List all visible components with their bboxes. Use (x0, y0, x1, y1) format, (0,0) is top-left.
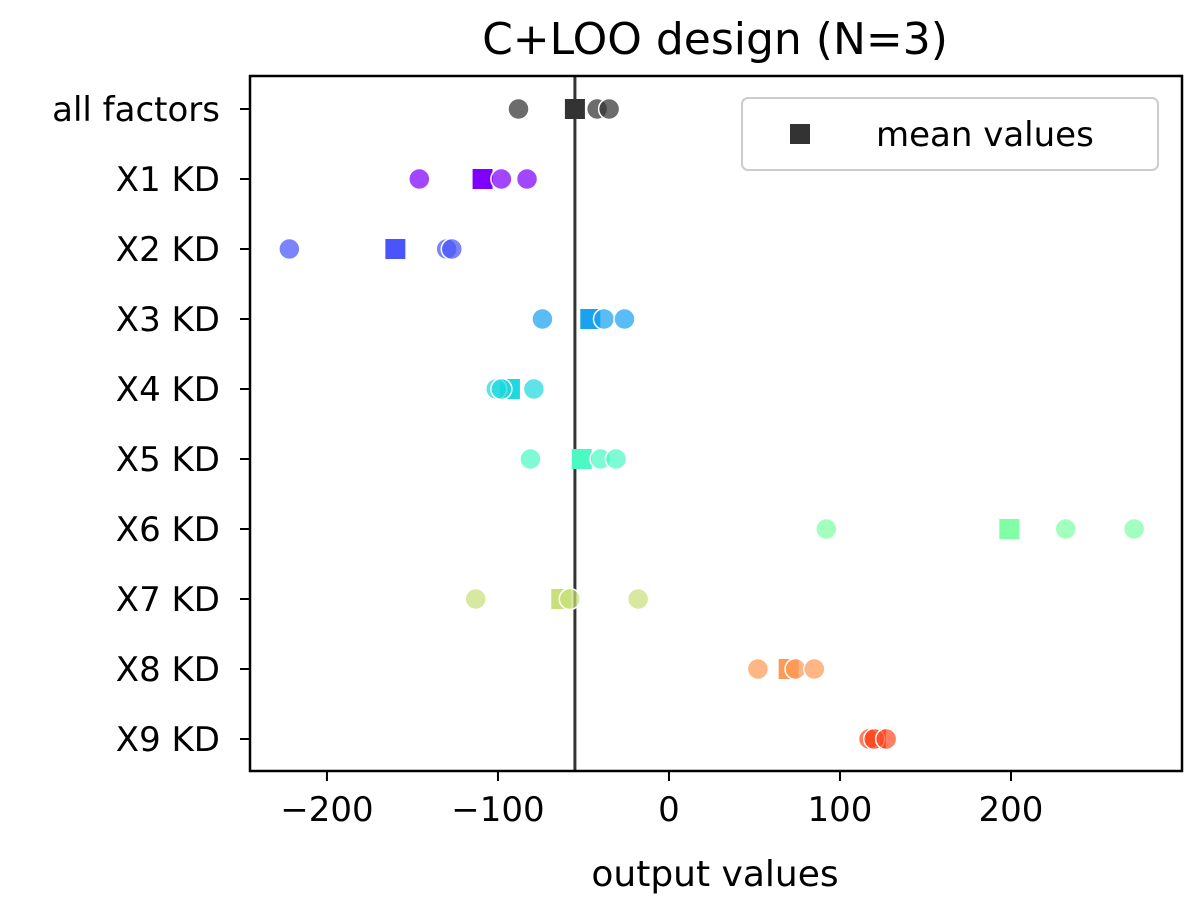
data-point (592, 307, 616, 331)
data-point (1054, 517, 1077, 541)
x-tick-label: 0 (658, 790, 680, 830)
plot-area: −200 −100 0 100 200 all factors X1 KD X2 KD X3 K… (52, 74, 1184, 830)
data-point (613, 307, 636, 331)
x-tick-label: 100 (808, 790, 873, 830)
data-point (408, 167, 431, 191)
y-tick-label: X5 KD (116, 440, 220, 480)
x-tick-label: 200 (979, 790, 1044, 830)
x-tick-label: −200 (280, 790, 373, 830)
legend-marker-mean (790, 124, 810, 144)
data-point (440, 237, 464, 261)
data-point (784, 657, 807, 681)
data-point (531, 307, 554, 331)
y-tick-label: X7 KD (116, 580, 220, 620)
mean-marker (472, 169, 493, 189)
legend-label-mean-values: mean values (876, 115, 1094, 155)
data-point (874, 727, 898, 751)
data-point (278, 237, 301, 261)
y-tick-label: all factors (52, 90, 220, 130)
data-point (519, 447, 542, 471)
data-point (522, 377, 546, 401)
y-tick-label: X6 KD (116, 510, 220, 550)
data-point (464, 587, 487, 611)
x-axis-label: output values (591, 854, 838, 895)
data-point (803, 657, 826, 681)
y-tick-label: X8 KD (116, 650, 220, 690)
data-point (1122, 517, 1146, 541)
x-tick-label: −100 (451, 790, 544, 830)
axes-frame (248, 74, 1184, 773)
mean-marker (385, 239, 406, 259)
data-point (597, 97, 621, 121)
legend: mean values (741, 97, 1159, 171)
y-tick-label: X9 KD (116, 720, 220, 760)
data-point (604, 447, 628, 471)
y-tick-label: X4 KD (116, 370, 220, 410)
mean-marker (571, 449, 592, 469)
data-point (746, 657, 770, 681)
y-tick-label: X3 KD (116, 300, 220, 340)
legend-frame (741, 97, 1159, 171)
data-point (490, 377, 513, 401)
y-tick-label: X1 KD (116, 160, 220, 200)
data-point (815, 517, 838, 541)
data-point (515, 167, 539, 191)
data-point (507, 97, 530, 121)
data-point (490, 167, 513, 191)
chart-title: C+LOO design (N=3) (482, 14, 948, 65)
y-tick-label: X2 KD (116, 230, 220, 270)
mean-marker (999, 519, 1020, 539)
data-point (558, 587, 582, 611)
data-point (626, 587, 650, 611)
mean-marker (564, 99, 585, 119)
